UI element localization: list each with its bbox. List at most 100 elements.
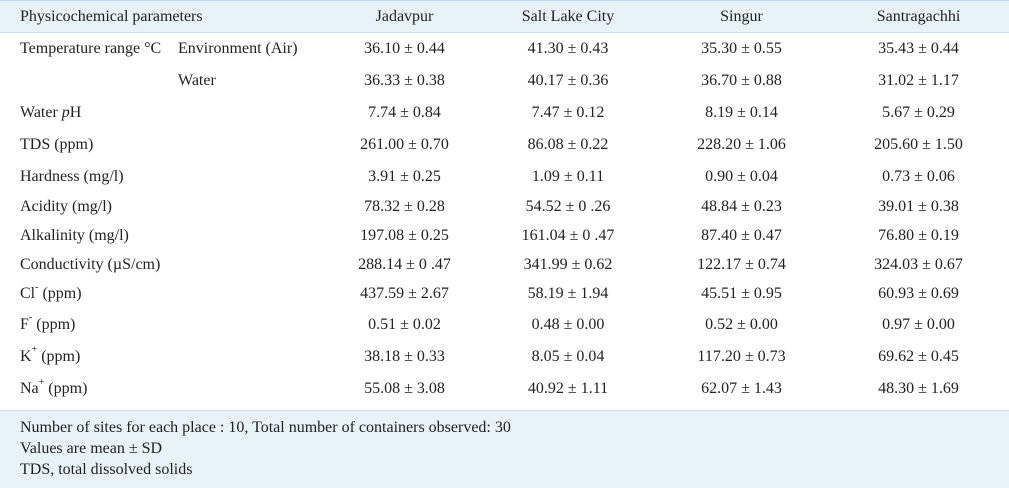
header-salt-lake-city: Salt Lake City xyxy=(521,7,615,25)
value-jadavpur: 197.08 ± 0.25 xyxy=(360,227,449,244)
value-santragachhi: 205.60 ± 1.50 xyxy=(874,135,963,153)
value-jadavpur: 3.91 ± 0.25 xyxy=(368,167,441,185)
header-parameters: Physicochemical parameters xyxy=(20,7,203,25)
value-santragachhi: 0.73 ± 0.06 xyxy=(882,167,955,185)
table-footnotes: Number of sites for each place : 10, Tot… xyxy=(0,410,1009,488)
param-label: F- (ppm) xyxy=(0,309,328,341)
table-row: Cl- (ppm) 437.59 ± 2.67 58.19 ± 1.94 45.… xyxy=(0,280,1009,309)
table-row: F- (ppm) 0.51 ± 0.02 0.48 ± 0.00 0.52 ± … xyxy=(0,309,1009,341)
param-label-italic: p xyxy=(61,103,70,121)
value-jadavpur: 38.18 ± 0.33 xyxy=(364,347,445,365)
param-label-superscript: - xyxy=(35,281,39,293)
table-row: Na+ (ppm) 55.08 ± 3.08 40.92 ± 1.11 62.0… xyxy=(0,373,1009,406)
footnote-sites: Number of sites for each place : 10, Tot… xyxy=(20,419,511,436)
value-jadavpur: 36.10 ± 0.44 xyxy=(364,39,445,57)
value-singur: 36.70 ± 0.88 xyxy=(701,71,782,89)
param-label-superscript: + xyxy=(38,376,45,388)
table-row: Temperature range °C Environment (Air) 3… xyxy=(0,33,1009,65)
value-singur: 45.51 ± 0.95 xyxy=(701,285,782,302)
value-santragachhi: 35.43 ± 0.44 xyxy=(878,39,959,57)
value-singur: 87.40 ± 0.47 xyxy=(701,227,782,244)
param-label-post: (ppm) xyxy=(38,285,82,302)
value-singur: 0.52 ± 0.00 xyxy=(705,315,778,333)
param-label xyxy=(0,65,178,97)
value-jadavpur: 78.32 ± 0.28 xyxy=(364,198,445,215)
param-label-post: (ppm) xyxy=(32,315,76,333)
value-singur: 122.17 ± 0.74 xyxy=(697,256,786,273)
value-santragachhi: 60.93 ± 0.69 xyxy=(878,285,959,302)
value-santragachhi: 324.03 ± 0.67 xyxy=(874,256,963,273)
param-label-base: K xyxy=(20,347,32,365)
table-row: TDS (ppm) 261.00 ± 0.70 86.08 ± 0.22 228… xyxy=(0,129,1009,161)
param-label-superscript: + xyxy=(31,344,38,356)
value-salt-lake-city: 1.09 ± 0.11 xyxy=(531,167,605,185)
footnote-mean-sd: Values are mean ± SD xyxy=(20,440,163,457)
value-salt-lake-city: 0.48 ± 0.00 xyxy=(531,315,605,333)
value-santragachhi: 31.02 ± 1.17 xyxy=(878,71,959,89)
value-jadavpur: 0.51 ± 0.02 xyxy=(368,315,441,333)
param-label: Hardness (mg/l) xyxy=(20,167,124,185)
value-singur: 228.20 ± 1.06 xyxy=(697,135,786,153)
param-label-base: F xyxy=(20,315,29,333)
param-label: Temperature range °C xyxy=(20,39,162,57)
param-label: Acidity (mg/l) xyxy=(20,198,112,215)
table-row: Water pH 7.74 ± 0.84 7.47 ± 0.12 8.19 ± … xyxy=(0,97,1009,129)
value-singur: 62.07 ± 1.43 xyxy=(701,380,782,397)
param-label: TDS (ppm) xyxy=(20,135,94,153)
value-jadavpur: 261.00 ± 0.70 xyxy=(360,135,449,153)
value-santragachhi: 48.30 ± 1.69 xyxy=(878,380,959,397)
table-row: Acidity (mg/l) 78.32 ± 0.28 54.52 ± 0 .2… xyxy=(0,193,1009,222)
param-sublabel: Water xyxy=(178,71,216,89)
value-salt-lake-city: 86.08 ± 0.22 xyxy=(527,135,609,153)
value-salt-lake-city: 54.52 ± 0 .26 xyxy=(525,198,611,215)
table-row: Alkalinity (mg/l) 197.08 ± 0.25 161.04 ±… xyxy=(0,222,1009,251)
param-label: K+ (ppm) xyxy=(0,341,328,373)
param-label: Water pH xyxy=(0,97,328,129)
header-singur: Singur xyxy=(720,7,763,25)
value-santragachhi: 39.01 ± 0.38 xyxy=(878,198,959,215)
value-salt-lake-city: 40.92 ± 1.11 xyxy=(527,380,609,397)
param-label-superscript: - xyxy=(28,312,33,324)
table-row: Hardness (mg/l) 3.91 ± 0.25 1.09 ± 0.11 … xyxy=(0,161,1009,193)
param-label-base: Cl xyxy=(20,285,36,302)
table-row: K+ (ppm) 38.18 ± 0.33 8.05 ± 0.04 117.20… xyxy=(0,341,1009,373)
param-label-post: H xyxy=(69,103,82,121)
param-label: Na+ (ppm) xyxy=(0,373,328,406)
header-santragachhi: Santragachhi xyxy=(876,7,961,25)
param-label-pre: Water xyxy=(20,103,62,121)
value-salt-lake-city: 40.17 ± 0.36 xyxy=(527,71,609,89)
param-label: Cl- (ppm) xyxy=(0,280,328,309)
value-jadavpur: 36.33 ± 0.38 xyxy=(364,71,445,89)
value-jadavpur: 55.08 ± 3.08 xyxy=(364,380,445,397)
header-jadavpur: Jadavpur xyxy=(375,7,434,25)
value-santragachhi: 76.80 ± 0.19 xyxy=(878,227,959,244)
table-row: Conductivity (µS/cm) 288.14 ± 0 .47 341.… xyxy=(0,251,1009,280)
value-singur: 35.30 ± 0.55 xyxy=(701,39,782,57)
value-santragachhi: 5.67 ± 0.29 xyxy=(882,103,955,121)
value-salt-lake-city: 7.47 ± 0.12 xyxy=(531,103,605,121)
param-sublabel: Environment (Air) xyxy=(178,39,298,57)
param-label-post: (ppm) xyxy=(44,380,88,397)
param-label-base: Na xyxy=(20,380,39,397)
value-salt-lake-city: 341.99 ± 0.62 xyxy=(523,256,613,273)
value-salt-lake-city: 8.05 ± 0.04 xyxy=(531,347,605,365)
table-row: Water 36.33 ± 0.38 40.17 ± 0.36 36.70 ± … xyxy=(0,65,1009,97)
value-singur: 8.19 ± 0.14 xyxy=(705,103,778,121)
table-header-row: Physicochemical parameters Jadavpur Salt… xyxy=(0,0,1009,33)
footnote-tds: TDS, total dissolved solids xyxy=(20,461,193,478)
value-santragachhi: 0.97 ± 0.00 xyxy=(882,315,955,333)
value-singur: 48.84 ± 0.23 xyxy=(701,198,782,215)
value-jadavpur: 437.59 ± 2.67 xyxy=(360,285,449,302)
param-label: Conductivity (µS/cm) xyxy=(20,256,161,273)
value-jadavpur: 7.74 ± 0.84 xyxy=(368,103,441,121)
value-salt-lake-city: 41.30 ± 0.43 xyxy=(527,39,609,57)
value-singur: 0.90 ± 0.04 xyxy=(705,167,778,185)
value-singur: 117.20 ± 0.73 xyxy=(697,347,786,365)
physicochemical-table: Physicochemical parameters Jadavpur Salt… xyxy=(0,0,1009,406)
value-salt-lake-city: 161.04 ± 0 .47 xyxy=(521,227,615,244)
param-label-post: (ppm) xyxy=(37,347,81,365)
value-jadavpur: 288.14 ± 0 .47 xyxy=(358,256,451,273)
param-label: Alkalinity (mg/l) xyxy=(20,227,129,244)
value-salt-lake-city: 58.19 ± 1.94 xyxy=(527,285,609,302)
